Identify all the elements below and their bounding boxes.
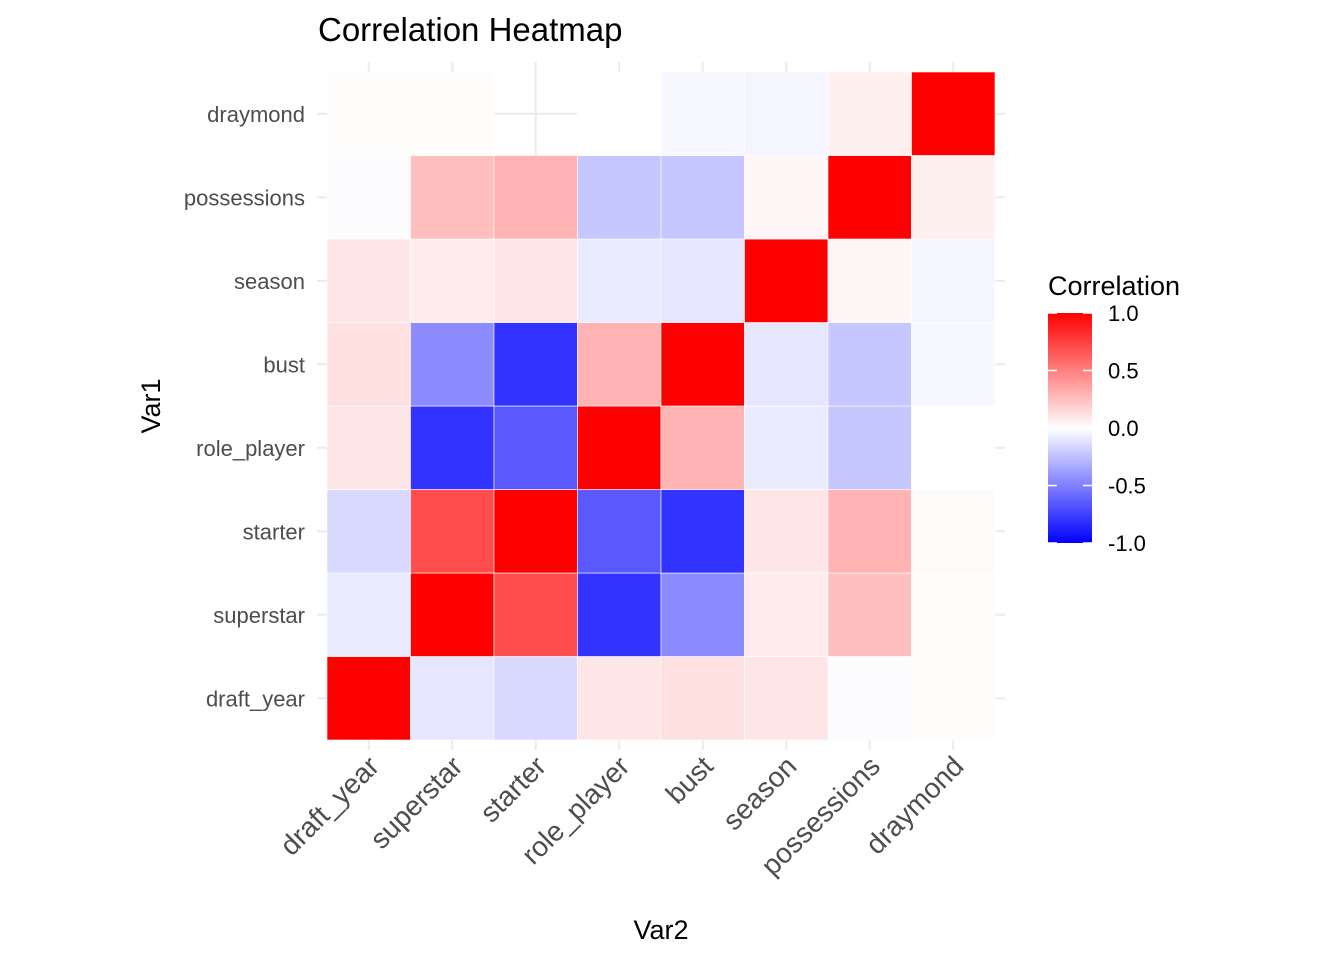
heatmap-cell-superstar-season — [744, 572, 829, 657]
heatmap-cell-draft-year-bust — [660, 656, 745, 741]
heatmap-cell-draft-year-superstar — [410, 656, 495, 741]
heatmap-cell-superstar-possessions — [827, 572, 912, 657]
heatmap-cell-role-player-season — [744, 405, 829, 490]
heatmap-cell-draft-year-role-player — [577, 656, 662, 741]
heatmap-cell-superstar-superstar — [410, 572, 495, 657]
heatmap-cell-starter-season — [744, 489, 829, 574]
heatmap-cell-possessions-starter — [493, 155, 578, 240]
y-tick-label-possessions: possessions — [184, 185, 305, 210]
heatmap-cell-role-player-possessions — [827, 405, 912, 490]
y-tick-label-season: season — [234, 269, 305, 294]
heatmap-cell-bust-starter — [493, 322, 578, 407]
y-tick-label-bust: bust — [263, 352, 305, 377]
heatmap-cell-superstar-starter — [493, 572, 578, 657]
heatmap-cell-starter-draft-year — [326, 489, 411, 574]
heatmap-cell-role-player-draft-year — [326, 405, 411, 490]
heatmap-cell-superstar-role-player — [577, 572, 662, 657]
heatmap-cell-possessions-superstar — [410, 155, 495, 240]
heatmap-cell-starter-role-player — [577, 489, 662, 574]
heatmap-cell-draft-year-season — [744, 656, 829, 741]
heatmap-cell-bust-possessions — [827, 322, 912, 407]
heatmap-cell-draymond-draft-year — [326, 71, 411, 156]
legend-label--0-5: -0.5 — [1108, 474, 1146, 499]
heatmap-cell-draymond-role-player — [577, 71, 662, 156]
heatmap-cell-season-bust — [660, 238, 745, 323]
heatmap-cell-season-draft-year — [326, 238, 411, 323]
heatmap-cell-season-possessions — [827, 238, 912, 323]
y-tick-label-starter: starter — [243, 519, 305, 544]
heatmap-cell-season-draymond — [911, 238, 996, 323]
heatmap-cell-starter-draymond — [911, 489, 996, 574]
heatmap-cell-draymond-season — [744, 71, 829, 156]
legend-title: Correlation — [1048, 271, 1180, 301]
heatmap-cell-draymond-possessions — [827, 71, 912, 156]
heatmap-cell-possessions-season — [744, 155, 829, 240]
y-tick-label-draft-year: draft_year — [206, 686, 305, 711]
heatmap-cell-starter-superstar — [410, 489, 495, 574]
legend-ticks: 1.0 0.5 0.0 -0.5 -1.0 — [1048, 301, 1146, 556]
heatmap-cell-role-player-draymond — [911, 405, 996, 490]
legend-label-0-5: 0.5 — [1108, 359, 1139, 384]
heatmap-cell-starter-possessions — [827, 489, 912, 574]
heatmap-cell-superstar-bust — [660, 572, 745, 657]
heatmap-cell-draft-year-possessions — [827, 656, 912, 741]
heatmap-cell-role-player-starter — [493, 405, 578, 490]
heatmap-cell-role-player-role-player — [577, 405, 662, 490]
chart-title: Correlation Heatmap — [318, 11, 622, 48]
heatmap-cell-draft-year-draymond — [911, 656, 996, 741]
heatmap-cell-superstar-draymond — [911, 572, 996, 657]
heatmap-cell-season-season — [744, 238, 829, 323]
heatmap-cell-draymond-draymond — [911, 71, 996, 156]
y-tick-label-draymond: draymond — [207, 102, 305, 127]
heatmap-cell-possessions-possessions — [827, 155, 912, 240]
heatmap-cell-starter-bust — [660, 489, 745, 574]
legend-label--1-0: -1.0 — [1108, 531, 1146, 556]
heatmap-cell-bust-draymond — [911, 322, 996, 407]
heatmap-cell-role-player-superstar — [410, 405, 495, 490]
legend-label-0-0: 0.0 — [1108, 416, 1139, 441]
heatmap-cell-draft-year-starter — [493, 656, 578, 741]
x-axis-title: Var2 — [633, 915, 688, 945]
y-tick-label-role-player: role_player — [196, 436, 305, 461]
heatmap-cell-bust-superstar — [410, 322, 495, 407]
heatmap-cell-bust-role-player — [577, 322, 662, 407]
heatmap-cell-season-role-player — [577, 238, 662, 323]
y-axis-title: Var1 — [136, 378, 166, 433]
heatmap-cell-bust-bust — [660, 322, 745, 407]
y-axis: draft_year superstar starter role_player bus… — [184, 102, 305, 712]
legend: Correlation 1.0 0.5 0.0 -0.5 -1.0 — [1048, 271, 1180, 556]
heatmap-cell-possessions-draymond — [911, 155, 996, 240]
heatmap-cell-draymond-superstar — [410, 71, 495, 156]
y-tick-label-superstar: superstar — [213, 603, 305, 628]
heatmap-cell-possessions-role-player — [577, 155, 662, 240]
heatmap-cell-bust-draft-year — [326, 322, 411, 407]
heatmap-cell-bust-season — [744, 322, 829, 407]
heatmap-cell-draft-year-draft-year — [326, 656, 411, 741]
legend-label-1-0: 1.0 — [1108, 301, 1139, 326]
heatmap-cell-starter-starter — [493, 489, 578, 574]
heatmap-cell-season-superstar — [410, 238, 495, 323]
heatmap-cell-possessions-bust — [660, 155, 745, 240]
heatmap-cell-possessions-draft-year — [326, 155, 411, 240]
heatmap-cell-role-player-bust — [660, 405, 745, 490]
heatmap-cell-draymond-bust — [660, 71, 745, 156]
heatmap-cell-season-starter — [493, 238, 578, 323]
heatmap-cells — [326, 71, 996, 741]
heatmap-cell-superstar-draft-year — [326, 572, 411, 657]
